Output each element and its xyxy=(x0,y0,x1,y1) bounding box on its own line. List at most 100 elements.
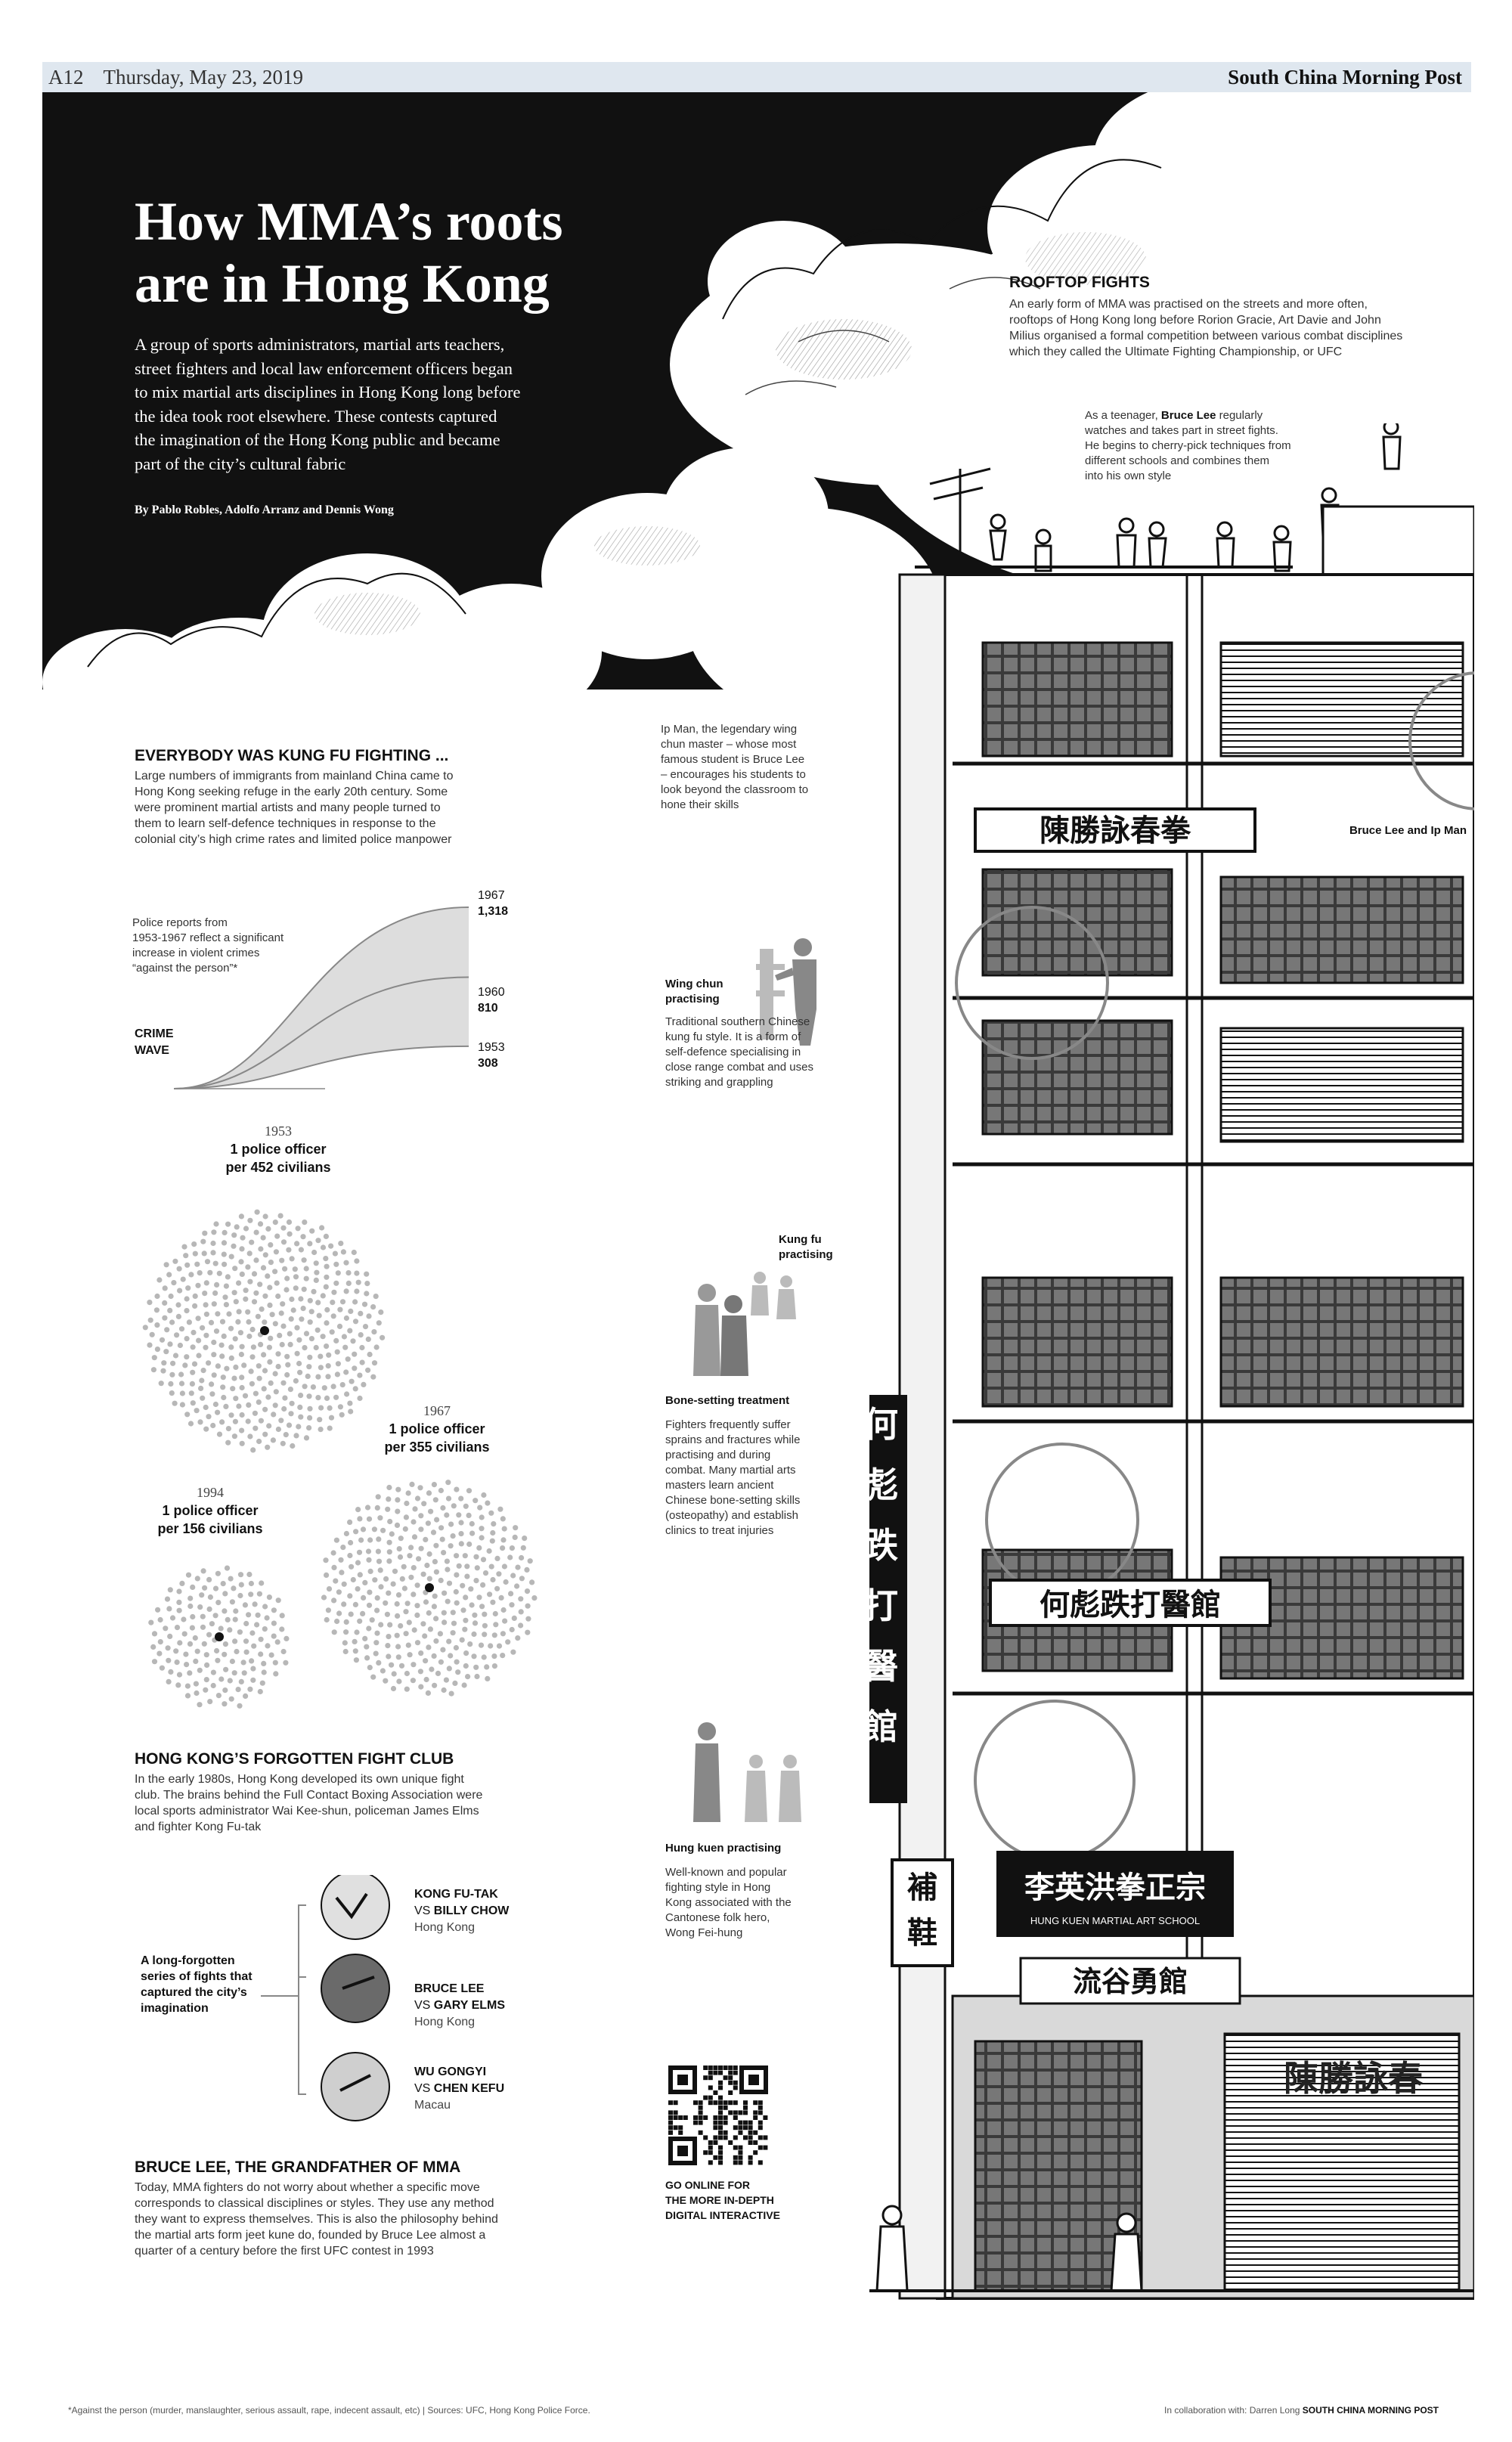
bonesetting-line: Fighters frequently suffer xyxy=(665,1418,791,1431)
civilian-dot xyxy=(250,1677,256,1683)
civilian-dot xyxy=(458,1531,464,1537)
civilian-dot xyxy=(414,1612,420,1618)
civilian-dot xyxy=(418,1545,424,1551)
civilian-dot xyxy=(469,1530,476,1536)
label-year: 1953 xyxy=(478,1041,505,1054)
civilian-dot xyxy=(253,1390,259,1396)
qr-module xyxy=(743,2120,748,2125)
civilian-dot xyxy=(371,1526,377,1532)
civilian-dot xyxy=(343,1315,349,1322)
civilian-dot xyxy=(396,1678,402,1684)
civilian-dot xyxy=(374,1630,380,1636)
civilian-dot xyxy=(434,1517,440,1523)
ipman-line: chun master – whose most xyxy=(661,738,797,751)
civilian-dot xyxy=(359,1344,365,1351)
civilian-dot xyxy=(323,1284,329,1290)
civilian-dot xyxy=(250,1666,256,1672)
civilian-dot xyxy=(214,1281,220,1288)
shop-sign: 陳勝詠春 xyxy=(1284,2058,1423,2099)
civilian-dot xyxy=(341,1334,347,1340)
qr-module xyxy=(738,2130,743,2135)
civilian-dot xyxy=(522,1536,528,1542)
police-1953-dot-cloud xyxy=(142,1209,386,1453)
civilian-dot xyxy=(366,1313,372,1319)
civilian-dot xyxy=(308,1336,314,1342)
civilian-dot xyxy=(239,1343,245,1350)
qr-module xyxy=(708,2100,713,2106)
civilian-dot xyxy=(287,1231,293,1237)
civilian-dot xyxy=(454,1659,460,1665)
rooftop-line: Milius organised a formal competition be… xyxy=(1009,330,1403,342)
civilian-dot xyxy=(296,1424,302,1430)
civilian-dot xyxy=(252,1410,258,1416)
civilian-dot xyxy=(445,1480,451,1486)
civilian-dot xyxy=(179,1390,185,1396)
civilian-dot xyxy=(500,1631,506,1637)
sign-char: 彪 xyxy=(869,1464,898,1505)
intro-line: to mix martial arts disciplines in Hong … xyxy=(135,383,521,401)
qr-module xyxy=(668,2125,673,2131)
fightclub-line: local sports administrator Wai Kee-shun,… xyxy=(135,1805,479,1818)
crime-area-fill xyxy=(174,907,469,1089)
civilian-dot xyxy=(473,1554,479,1560)
fightclub-line: club. The brains behind the Full Contact… xyxy=(135,1789,483,1802)
qr-module xyxy=(753,2150,758,2155)
civilian-dot xyxy=(245,1264,251,1270)
civilian-dot xyxy=(441,1610,447,1616)
civilian-dot xyxy=(442,1619,448,1625)
crime-wave-chart xyxy=(174,906,469,1089)
civilian-dot xyxy=(262,1319,268,1325)
title-line-2: are in Hong Kong xyxy=(135,253,550,314)
civilian-dot xyxy=(151,1355,157,1361)
civilian-dot xyxy=(373,1344,380,1350)
civilian-dot xyxy=(231,1670,237,1676)
civilian-dot xyxy=(367,1665,373,1671)
civilian-dot xyxy=(267,1285,273,1291)
rooftop-section: ROOFTOP FIGHTS An early form of MMA was … xyxy=(1009,274,1433,360)
civilian-dot xyxy=(203,1280,209,1286)
civilian-dot xyxy=(321,1594,327,1601)
civilian-dot xyxy=(357,1572,363,1578)
civilian-dot xyxy=(275,1293,281,1300)
civilian-dot xyxy=(525,1616,531,1622)
qr-module xyxy=(733,2115,738,2120)
civilian-dot xyxy=(176,1672,183,1678)
qr-code[interactable] xyxy=(665,2062,771,2168)
civilian-dot xyxy=(454,1486,460,1492)
civilian-dot xyxy=(238,1351,244,1358)
civilian-dot xyxy=(286,1247,292,1253)
civilian-dot xyxy=(296,1337,302,1343)
civilian-dot xyxy=(509,1602,515,1608)
civilian-dot xyxy=(235,1687,241,1693)
civilian-dot xyxy=(237,1629,243,1635)
civilian-dot xyxy=(302,1384,308,1390)
civilian-dot xyxy=(490,1576,496,1583)
civilian-dot xyxy=(200,1624,206,1630)
qr-module xyxy=(718,2100,723,2106)
civilian-dot xyxy=(323,1233,329,1239)
civilian-dot xyxy=(272,1321,278,1327)
civilian-dot xyxy=(222,1651,228,1657)
ipman-note: Ip Man, the legendary wing chun master –… xyxy=(661,722,842,813)
civilian-dot xyxy=(192,1293,198,1299)
civilian-dot xyxy=(423,1676,429,1683)
civilian-dot xyxy=(348,1308,354,1314)
qr-module xyxy=(673,2125,678,2131)
issue-date: Thursday, May 23, 2019 xyxy=(103,65,303,88)
hungkuen-line: Cantonese folk hero, xyxy=(665,1911,770,1924)
civilian-dot xyxy=(366,1557,372,1563)
civilian-dot xyxy=(333,1337,339,1343)
civilian-dot xyxy=(258,1246,264,1252)
civilian-dot xyxy=(203,1687,209,1693)
qr-module xyxy=(738,2110,743,2115)
civilian-dot xyxy=(360,1610,366,1616)
civilian-dot xyxy=(362,1579,368,1585)
civilian-dot xyxy=(334,1618,340,1625)
go-online-cta[interactable]: GO ONLINE FOR THE MORE IN-DEPTH DIGITAL … xyxy=(665,2177,780,2223)
credit-prefix: In collaboration with: Darren Long xyxy=(1164,2405,1303,2416)
civilian-dot xyxy=(378,1584,384,1590)
civilian-dot xyxy=(408,1545,414,1551)
civilian-dot xyxy=(237,1592,243,1599)
civilian-dot xyxy=(366,1602,373,1608)
civilian-dot xyxy=(213,1221,219,1227)
